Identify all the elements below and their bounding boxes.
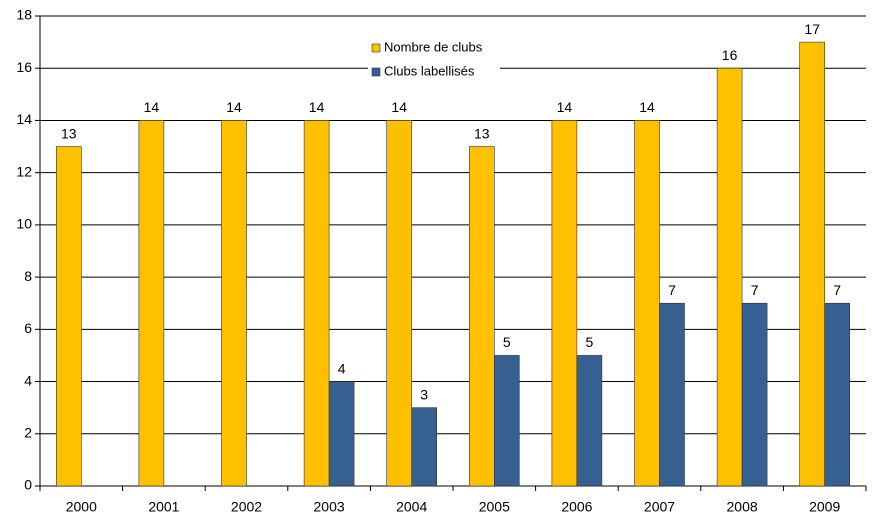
data-label: 7 (751, 282, 759, 298)
y-tick-label: 4 (24, 372, 32, 388)
x-tick-label: 2008 (727, 499, 758, 515)
data-label: 3 (420, 386, 428, 402)
data-label: 14 (557, 99, 573, 115)
bar (741, 302, 768, 487)
x-tick-label: 2007 (644, 499, 675, 515)
y-tick-label: 8 (24, 268, 32, 284)
data-label: 5 (503, 334, 511, 350)
bar (799, 41, 826, 487)
data-label: 13 (474, 125, 490, 141)
data-label: 16 (722, 47, 738, 63)
y-tick-label: 0 (24, 477, 32, 493)
legend-swatch (371, 67, 381, 77)
y-tick-label: 6 (24, 320, 32, 336)
bar (328, 381, 355, 487)
x-tick-label: 2002 (231, 499, 262, 515)
bar (576, 355, 603, 487)
data-label: 14 (639, 99, 655, 115)
bar (551, 120, 578, 487)
legend-label: Clubs labellisés (384, 63, 475, 78)
y-tick-label: 18 (16, 7, 32, 23)
x-tick-label: 2009 (809, 499, 840, 515)
bar (824, 302, 851, 487)
data-label: 7 (833, 282, 841, 298)
bar (55, 146, 82, 487)
bar (468, 146, 495, 487)
bar (221, 120, 247, 487)
bar (303, 120, 330, 487)
legend-swatch (371, 43, 381, 53)
legend-label: Nombre de clubs (384, 39, 483, 54)
data-label: 14 (309, 99, 325, 115)
data-label: 13 (61, 125, 77, 141)
x-tick-label: 2004 (396, 499, 427, 515)
y-tick-label: 16 (16, 59, 32, 75)
bar (386, 120, 413, 487)
bar (411, 407, 438, 487)
bar (716, 67, 743, 487)
data-label: 14 (391, 99, 407, 115)
data-label: 5 (586, 334, 594, 350)
y-tick-label: 14 (16, 111, 32, 127)
x-tick-label: 2001 (148, 499, 179, 515)
data-label: 14 (144, 99, 160, 115)
data-label: 7 (668, 282, 676, 298)
x-tick-label: 2000 (66, 499, 97, 515)
bar (634, 120, 660, 487)
x-tick-label: 2003 (314, 499, 345, 515)
x-tick-label: 2006 (561, 499, 592, 515)
data-label: 17 (804, 21, 820, 37)
data-label: 14 (226, 99, 242, 115)
y-tick-label: 2 (24, 424, 32, 440)
data-label: 4 (338, 360, 346, 376)
bar (138, 120, 165, 487)
bar (659, 302, 685, 487)
x-tick-label: 2005 (479, 499, 510, 515)
y-tick-label: 10 (16, 216, 32, 232)
y-tick-label: 12 (16, 163, 32, 179)
legend-box (368, 38, 500, 82)
bar (493, 355, 520, 487)
